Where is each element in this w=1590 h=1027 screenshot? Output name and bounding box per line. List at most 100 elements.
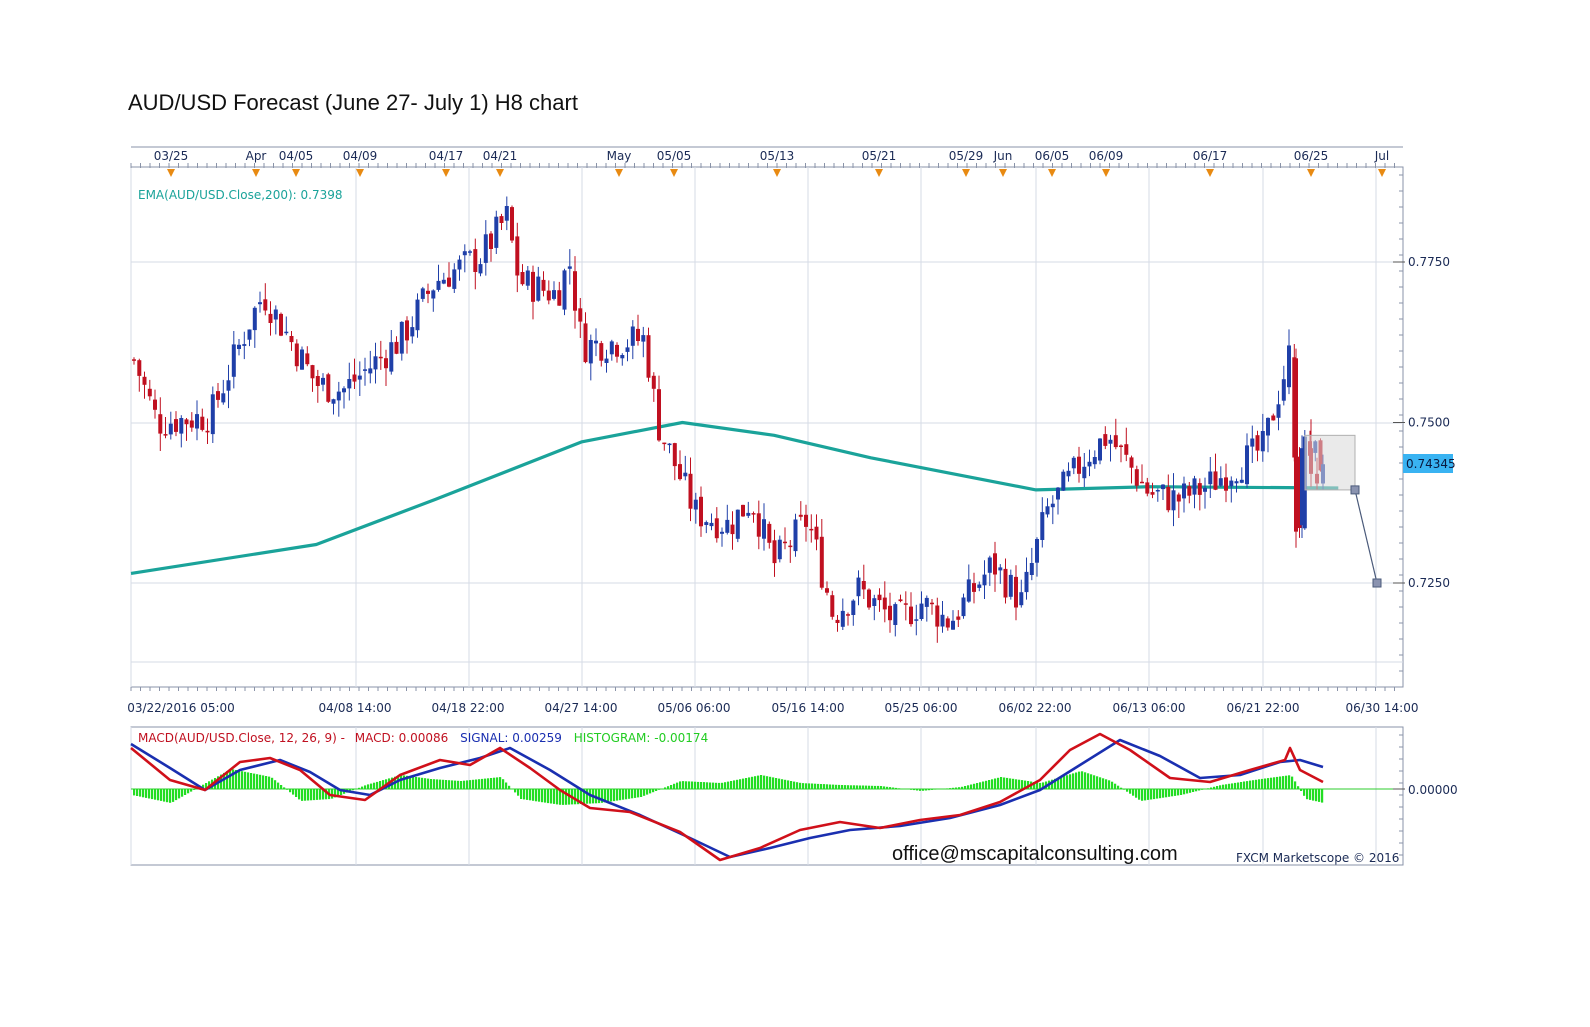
candle-body	[840, 610, 845, 627]
candle-body	[1255, 435, 1260, 451]
histogram-bar	[187, 789, 190, 794]
candle-body	[1108, 439, 1113, 444]
candle-body	[1155, 490, 1160, 492]
histogram-bar	[358, 787, 361, 789]
histogram-bar	[871, 785, 874, 789]
histogram-bar	[805, 783, 808, 790]
histogram-bar	[994, 778, 997, 789]
candle-body	[153, 399, 157, 410]
candle-body	[1077, 456, 1081, 474]
candle-body	[1071, 457, 1076, 469]
histogram-bar	[151, 789, 154, 800]
histogram-bar	[307, 789, 310, 801]
candle-body	[263, 299, 268, 311]
candle-body	[1213, 471, 1218, 490]
candle-body	[1029, 563, 1034, 575]
histogram-bar	[868, 785, 871, 789]
histogram-bar	[1099, 777, 1102, 789]
histogram-bar	[838, 784, 841, 789]
top-axis-label: 04/17	[429, 149, 464, 163]
histogram-bar	[835, 784, 838, 790]
histogram-bar	[943, 788, 946, 790]
candle-body	[1203, 487, 1207, 492]
histogram-bar	[1318, 789, 1321, 802]
candle-body	[1050, 503, 1055, 508]
macd-line	[130, 732, 1324, 862]
histogram-bar	[547, 789, 550, 804]
histogram-bar	[1015, 779, 1018, 790]
histogram-bar	[1207, 788, 1210, 790]
histogram-bar	[136, 789, 139, 796]
histogram-bar	[694, 781, 697, 789]
macd-zero-label: 0.00000	[1408, 783, 1458, 797]
top-axis-label: 05/05	[657, 149, 692, 163]
bottom-axis-label: 06/02 22:00	[999, 701, 1072, 715]
candle-body	[1040, 512, 1045, 540]
candle-body	[951, 620, 955, 630]
histogram-bar	[541, 789, 544, 803]
histogram-bar	[820, 784, 823, 789]
candle-body	[1008, 574, 1013, 597]
histogram-bar	[1261, 778, 1264, 789]
histogram-bar	[244, 771, 247, 789]
histogram-bar	[769, 776, 772, 789]
histogram-bar	[253, 773, 256, 789]
histogram-bar	[949, 788, 952, 789]
candle-body	[331, 399, 336, 404]
histogram-bar	[688, 781, 691, 789]
histogram-bar	[145, 789, 148, 798]
histogram-bar	[904, 789, 907, 790]
histogram-bar	[1219, 785, 1222, 790]
candle-body	[489, 233, 493, 249]
candle-body	[1182, 483, 1186, 499]
histogram-bar	[913, 789, 916, 791]
histogram-bar	[313, 789, 316, 801]
candle-body	[557, 290, 562, 306]
histogram-bar	[1072, 773, 1075, 789]
candle-body	[541, 279, 546, 291]
histogram-bar	[1309, 789, 1312, 800]
candle-body	[856, 577, 861, 597]
candle-body	[625, 347, 630, 352]
histogram-bar	[148, 789, 151, 799]
candle-body	[1260, 431, 1265, 452]
histogram-bar	[1135, 789, 1138, 798]
candle-body	[184, 419, 189, 425]
histogram-bar	[400, 775, 403, 789]
candle-body	[158, 414, 163, 434]
histogram-bar	[715, 782, 718, 790]
candle-body	[872, 598, 877, 606]
top-axis-label: 06/09	[1089, 149, 1124, 163]
histogram-bar	[1081, 771, 1084, 789]
histogram-bar	[256, 774, 259, 789]
histogram-bar	[163, 789, 166, 802]
histogram-bar	[184, 789, 187, 795]
histogram-bar	[1165, 789, 1168, 798]
chart-frame	[130, 146, 1404, 866]
candle-body	[326, 374, 331, 402]
candle-body	[1176, 494, 1181, 502]
histogram-bar	[613, 789, 616, 802]
candle-body	[163, 434, 168, 436]
histogram-bar	[415, 777, 418, 789]
histogram-bar	[1060, 777, 1063, 789]
candle-body	[431, 290, 436, 299]
histogram-bar	[1102, 778, 1105, 789]
histogram-bar	[292, 789, 295, 795]
histogram-bar	[565, 789, 568, 805]
candle-body	[1218, 478, 1223, 486]
grid-lines	[130, 167, 1403, 865]
histogram-bar	[760, 775, 763, 789]
histogram-bar	[676, 782, 679, 789]
candle-body	[1087, 461, 1092, 467]
axes: 03/25 Apr 04/05 04/09 04/17 04/21 May 05/05 05/1…	[127, 149, 1450, 715]
histogram-bar	[520, 789, 523, 799]
candle-body	[924, 597, 929, 607]
candle-body	[825, 588, 829, 593]
candle-body	[363, 369, 367, 371]
candle-body	[1271, 415, 1276, 421]
histogram-bar	[1171, 789, 1174, 797]
candle-body	[1250, 438, 1255, 447]
histogram-bar	[1063, 776, 1066, 789]
